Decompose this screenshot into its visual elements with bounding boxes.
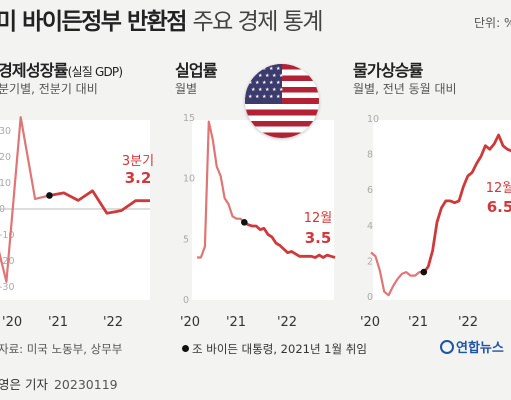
unemployment-ytick: 10 bbox=[183, 174, 195, 185]
gdp-xtick: '20 bbox=[2, 315, 22, 330]
flag-star: ★ bbox=[265, 73, 270, 79]
gdp-series-after bbox=[49, 189, 150, 215]
inflation-xtick: '22 bbox=[458, 315, 478, 330]
inflation-ytick: 2 bbox=[367, 256, 373, 267]
unemployment-ytick: 15 bbox=[183, 113, 195, 124]
flag-star: ★ bbox=[258, 73, 263, 79]
flag-star: ★ bbox=[255, 94, 260, 100]
inflation-series-before bbox=[370, 251, 424, 297]
flag-star: ★ bbox=[262, 66, 267, 72]
byline-author: 영은 기자 bbox=[0, 377, 48, 392]
flag-canton: ★ ★ ★ ★ ★ ★ ★ ★ ★ ★ ★ ★ ★ ★ ★ ★ ★ ★ ★ ★ ★ ★ ★ ★ ★ bbox=[245, 64, 284, 104]
panel-gdp bbox=[0, 120, 150, 300]
gdp-subtitle: 분기별, 전분기 대비 bbox=[0, 82, 98, 96]
source-note: 자료: 미국 노동부, 상무부 bbox=[0, 342, 123, 356]
flag-star: ★ bbox=[262, 94, 267, 100]
inflation-xtick: '20 bbox=[360, 315, 380, 330]
byline: 영은 기자 20230119 bbox=[0, 374, 118, 393]
inflation-subtitle: 월별, 전년 동월 대비 bbox=[353, 82, 457, 96]
gdp-ytick: 20 bbox=[0, 152, 11, 163]
unemployment-annotation-value: 3.5 bbox=[305, 229, 332, 247]
inflation-xtick: '21 bbox=[408, 315, 428, 330]
unemployment-xtick: '20 bbox=[180, 315, 200, 330]
flag-star: ★ bbox=[272, 87, 277, 93]
gdp-ytick: -10 bbox=[0, 230, 15, 241]
flag-star: ★ bbox=[265, 87, 270, 93]
flag-star: ★ bbox=[248, 66, 253, 72]
flag-star: ★ bbox=[255, 80, 260, 86]
flag-star: ★ bbox=[262, 80, 267, 86]
gdp-ytick: -30 bbox=[0, 282, 15, 293]
flag-star: ★ bbox=[251, 87, 256, 93]
inflation-ytick: 6 bbox=[367, 185, 373, 196]
title-main: 미 바이든정부 반환점 bbox=[0, 9, 187, 35]
unemployment-title: 실업률 bbox=[175, 61, 218, 80]
flag-star: ★ bbox=[248, 94, 253, 100]
flag-star: ★ bbox=[279, 87, 284, 93]
gdp-xtick: '21 bbox=[48, 315, 68, 330]
inflation-ytick: 0 bbox=[367, 292, 373, 303]
gdp-inauguration-marker bbox=[46, 192, 53, 199]
unemployment-xtick: '22 bbox=[277, 315, 297, 330]
flag-star: ★ bbox=[269, 94, 274, 100]
flag-star: ★ bbox=[251, 73, 256, 79]
flag-star: ★ bbox=[276, 94, 281, 100]
inflation-annotation-label: 12월 bbox=[486, 181, 511, 196]
flag-star: ★ bbox=[269, 66, 274, 72]
inflation-annotation-value: 6.5 bbox=[487, 198, 511, 216]
unemployment-inauguration-marker bbox=[241, 219, 248, 226]
inflation-ytick: 10 bbox=[367, 114, 379, 125]
yonhap-logo-icon: 연합뉴스 bbox=[440, 337, 504, 356]
gdp-annotation-label: 3분기 bbox=[122, 154, 154, 169]
unemployment-annotation-label: 12월 bbox=[304, 211, 333, 226]
flag-star: ★ bbox=[272, 73, 277, 79]
unemployment-ytick: 0 bbox=[183, 295, 189, 306]
gdp-xtick: '22 bbox=[103, 315, 123, 330]
gdp-series-before bbox=[0, 116, 50, 283]
gdp-ytick: 10 bbox=[0, 178, 11, 189]
title-sub: 주요 경제 통계 bbox=[192, 9, 323, 35]
flag-star: ★ bbox=[269, 80, 274, 86]
inflation-series-after bbox=[422, 133, 511, 273]
gdp-ytick: 30 bbox=[0, 126, 11, 137]
unemployment-subtitle: 월별 bbox=[175, 82, 198, 96]
unemployment-series-before bbox=[197, 120, 246, 259]
unemployment-ytick: 5 bbox=[183, 234, 189, 245]
legend: 조 바이든 대통령, 2021년 1월 취임 bbox=[182, 341, 367, 357]
panel-unemployment bbox=[192, 120, 334, 300]
inflation-ytick: 8 bbox=[367, 150, 373, 161]
inflation-inauguration-marker bbox=[420, 268, 428, 276]
legend-text: 조 바이든 대통령, 2021년 1월 취임 bbox=[192, 342, 367, 356]
flag-star: ★ bbox=[279, 73, 284, 79]
page-title: 미 바이든정부 반환점 주요 경제 통계 bbox=[0, 2, 324, 36]
unit-label: 단위: % bbox=[474, 16, 511, 30]
legend-marker-icon bbox=[182, 345, 189, 352]
logo-circle bbox=[440, 340, 454, 354]
gdp-title: 경제성장률(실질 GDP) bbox=[0, 61, 123, 80]
flag-star: ★ bbox=[258, 87, 263, 93]
gdp-annotation-value: 3.2 bbox=[125, 169, 152, 187]
unemployment-xtick: '21 bbox=[226, 315, 246, 330]
flag-star: ★ bbox=[276, 66, 281, 72]
logo-text: 연합뉴스 bbox=[456, 341, 504, 356]
inflation-ytick: 4 bbox=[367, 221, 373, 232]
unemployment-series-after bbox=[243, 221, 336, 259]
us-flag-icon: ★ ★ ★ ★ ★ ★ ★ ★ ★ ★ ★ ★ ★ ★ ★ ★ ★ ★ ★ ★ ★ ★ ★ ★ ★ bbox=[245, 64, 319, 138]
flag-star: ★ bbox=[276, 80, 281, 86]
byline-date: 20230119 bbox=[53, 377, 118, 392]
inflation-title: 물가상승률 bbox=[353, 61, 423, 80]
flag-star: ★ bbox=[255, 66, 260, 72]
flag-star: ★ bbox=[248, 80, 253, 86]
